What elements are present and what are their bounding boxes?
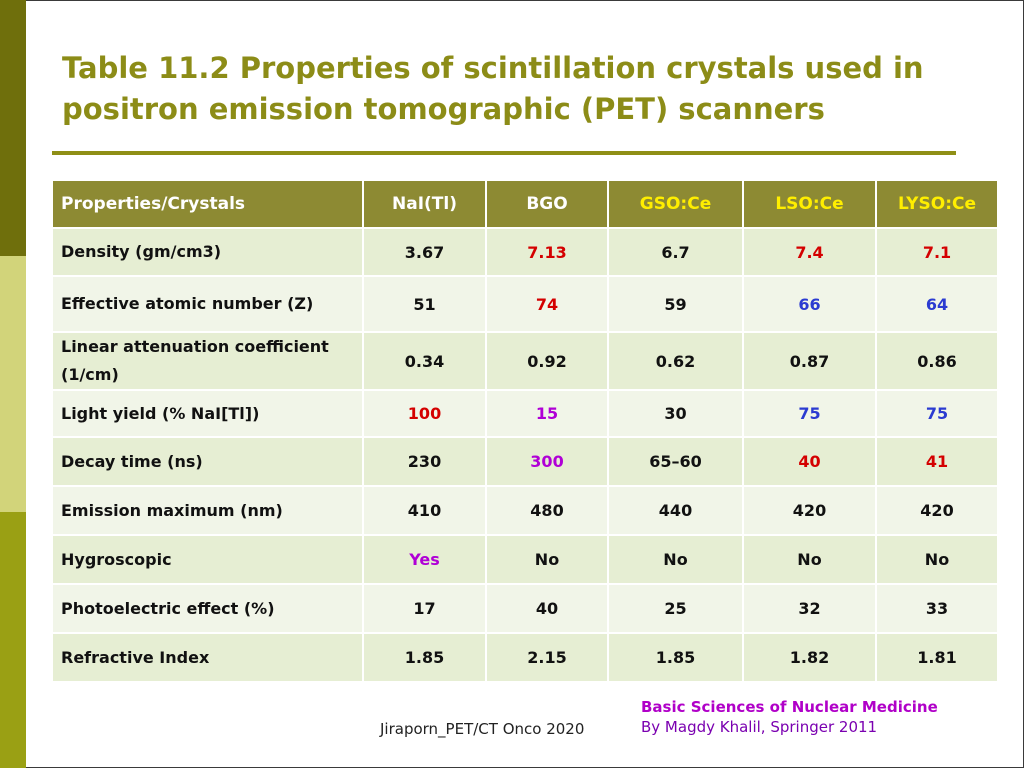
side-bar-light <box>0 256 26 512</box>
cell-nai: 230 <box>364 438 485 485</box>
cell-lso: 1.82 <box>744 634 875 681</box>
row-label: Density (gm/cm3) <box>53 229 362 275</box>
cell-nai: 17 <box>364 585 485 632</box>
table-row: Refractive Index 1.85 2.15 1.85 1.82 1.8… <box>53 634 997 681</box>
cell-gso: 25 <box>609 585 742 632</box>
cell-bgo: 74 <box>487 277 607 331</box>
table-row: Photoelectric effect (%) 17 40 25 32 33 <box>53 585 997 632</box>
cell-lso: No <box>744 536 875 583</box>
row-label: Effective atomic number (Z) <box>53 277 362 331</box>
cell-bgo: No <box>487 536 607 583</box>
cell-bgo: 0.92 <box>487 333 607 389</box>
cell-gso: 65–60 <box>609 438 742 485</box>
table-row: Hygroscopic Yes No No No No <box>53 536 997 583</box>
row-label: Light yield (% NaI[Tl]) <box>53 391 362 436</box>
row-label: Decay time (ns) <box>53 438 362 485</box>
cell-lso: 40 <box>744 438 875 485</box>
cell-lso: 420 <box>744 487 875 534</box>
side-bar-olive <box>0 512 26 768</box>
cell-lyso: 0.86 <box>877 333 997 389</box>
cell-lyso: 41 <box>877 438 997 485</box>
cell-gso: 6.7 <box>609 229 742 275</box>
cell-lyso: 1.81 <box>877 634 997 681</box>
cell-nai: Yes <box>364 536 485 583</box>
row-label: Emission maximum (nm) <box>53 487 362 534</box>
row-label: Refractive Index <box>53 634 362 681</box>
header-nai: NaI(Tl) <box>364 181 485 227</box>
cell-nai: 0.34 <box>364 333 485 389</box>
cell-lyso: 7.1 <box>877 229 997 275</box>
table-row: Decay time (ns) 230 300 65–60 40 41 <box>53 438 997 485</box>
cell-bgo: 7.13 <box>487 229 607 275</box>
cell-bgo: 15 <box>487 391 607 436</box>
cell-bgo: 300 <box>487 438 607 485</box>
cell-gso: 59 <box>609 277 742 331</box>
cell-lso: 75 <box>744 391 875 436</box>
header-lyso: LYSO:Ce <box>877 181 997 227</box>
cell-lso: 7.4 <box>744 229 875 275</box>
cell-nai: 100 <box>364 391 485 436</box>
cell-gso: 0.62 <box>609 333 742 389</box>
cell-lso: 32 <box>744 585 875 632</box>
cell-bgo: 2.15 <box>487 634 607 681</box>
cell-bgo: 40 <box>487 585 607 632</box>
author-footer: Jiraporn_PET/CT Onco 2020 <box>380 720 585 738</box>
cell-lyso: 420 <box>877 487 997 534</box>
table-row: Effective atomic number (Z) 51 74 59 66 … <box>53 277 997 331</box>
table-row: Density (gm/cm3) 3.67 7.13 6.7 7.4 7.1 <box>53 229 997 275</box>
cell-lso: 0.87 <box>744 333 875 389</box>
cell-gso: 30 <box>609 391 742 436</box>
row-label: Linear attenuation coefficient (1/cm) <box>53 333 362 389</box>
row-label: Photoelectric effect (%) <box>53 585 362 632</box>
table-row: Linear attenuation coefficient (1/cm) 0.… <box>53 333 997 389</box>
row-label: Hygroscopic <box>53 536 362 583</box>
cell-lyso: 33 <box>877 585 997 632</box>
table-row: Emission maximum (nm) 410 480 440 420 42… <box>53 487 997 534</box>
cell-lso: 66 <box>744 277 875 331</box>
cell-gso: 440 <box>609 487 742 534</box>
title-divider <box>52 151 956 155</box>
header-properties: Properties/Crystals <box>53 181 362 227</box>
cell-lyso: 64 <box>877 277 997 331</box>
cell-nai: 1.85 <box>364 634 485 681</box>
cell-bgo: 480 <box>487 487 607 534</box>
cell-gso: 1.85 <box>609 634 742 681</box>
header-gso: GSO:Ce <box>609 181 742 227</box>
cell-gso: No <box>609 536 742 583</box>
cell-nai: 51 <box>364 277 485 331</box>
cell-lyso: 75 <box>877 391 997 436</box>
crystal-properties-table: Properties/Crystals NaI(Tl) BGO GSO:Ce L… <box>51 179 999 683</box>
table-header-row: Properties/Crystals NaI(Tl) BGO GSO:Ce L… <box>53 181 997 227</box>
cell-nai: 410 <box>364 487 485 534</box>
cell-nai: 3.67 <box>364 229 485 275</box>
table-row: Light yield (% NaI[Tl]) 100 15 30 75 75 <box>53 391 997 436</box>
side-bar-dark <box>0 0 26 256</box>
header-lso: LSO:Ce <box>744 181 875 227</box>
reference-title: Basic Sciences of Nuclear Medicine <box>641 698 938 716</box>
cell-lyso: No <box>877 536 997 583</box>
slide-title: Table 11.2 Properties of scintillation c… <box>62 51 924 126</box>
header-bgo: BGO <box>487 181 607 227</box>
reference-author: By Magdy Khalil, Springer 2011 <box>641 718 878 736</box>
